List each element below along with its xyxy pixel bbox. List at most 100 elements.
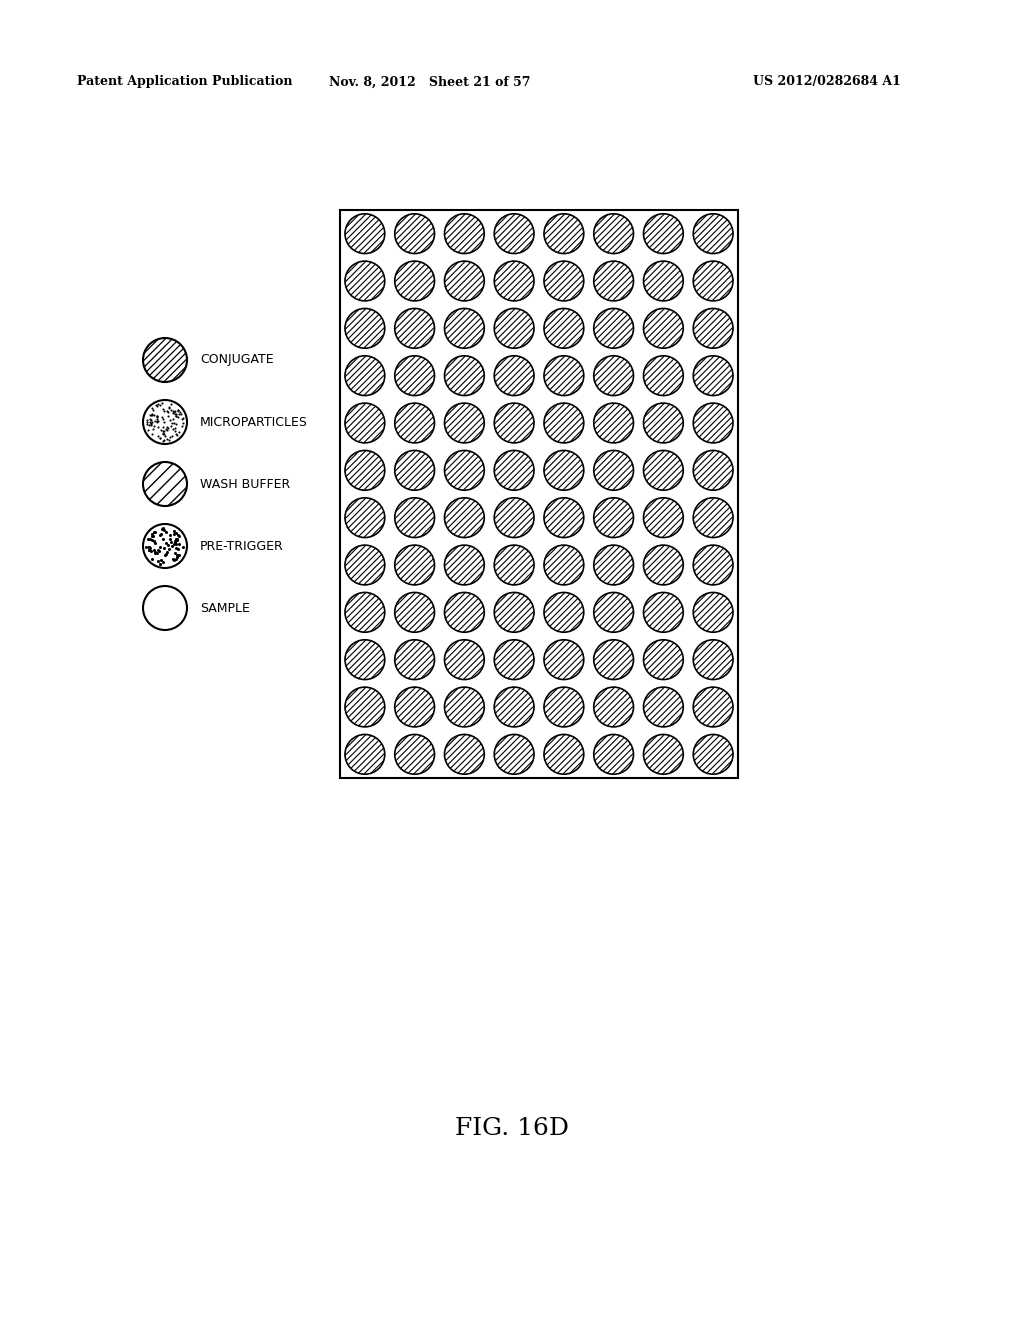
Circle shape	[394, 403, 434, 444]
Circle shape	[544, 545, 584, 585]
Text: US 2012/0282684 A1: US 2012/0282684 A1	[754, 75, 901, 88]
Circle shape	[643, 640, 683, 680]
Circle shape	[693, 356, 733, 396]
Circle shape	[345, 498, 385, 537]
Circle shape	[643, 498, 683, 537]
Circle shape	[693, 214, 733, 253]
Circle shape	[345, 545, 385, 585]
Circle shape	[345, 640, 385, 680]
Circle shape	[594, 214, 634, 253]
Circle shape	[394, 450, 434, 490]
Text: Patent Application Publication: Patent Application Publication	[77, 75, 292, 88]
Circle shape	[345, 214, 385, 253]
Circle shape	[495, 545, 534, 585]
Circle shape	[345, 309, 385, 348]
Circle shape	[594, 640, 634, 680]
Circle shape	[544, 261, 584, 301]
Circle shape	[444, 309, 484, 348]
Text: SAMPLE: SAMPLE	[200, 602, 250, 615]
Text: Nov. 8, 2012   Sheet 21 of 57: Nov. 8, 2012 Sheet 21 of 57	[330, 75, 530, 88]
Circle shape	[495, 498, 534, 537]
Text: CONJUGATE: CONJUGATE	[200, 354, 273, 367]
Circle shape	[693, 640, 733, 680]
Circle shape	[693, 688, 733, 727]
Circle shape	[544, 498, 584, 537]
Circle shape	[643, 593, 683, 632]
Circle shape	[544, 688, 584, 727]
Circle shape	[643, 309, 683, 348]
Circle shape	[444, 450, 484, 490]
Circle shape	[444, 545, 484, 585]
Bar	[340, 210, 738, 777]
Circle shape	[495, 309, 534, 348]
Circle shape	[643, 261, 683, 301]
Circle shape	[444, 214, 484, 253]
Circle shape	[345, 593, 385, 632]
Circle shape	[394, 309, 434, 348]
Circle shape	[143, 338, 187, 381]
Circle shape	[143, 462, 187, 506]
Circle shape	[345, 261, 385, 301]
Circle shape	[643, 356, 683, 396]
Circle shape	[394, 734, 434, 775]
Circle shape	[544, 356, 584, 396]
Circle shape	[594, 593, 634, 632]
Circle shape	[544, 734, 584, 775]
Circle shape	[643, 403, 683, 444]
Circle shape	[345, 688, 385, 727]
Circle shape	[495, 450, 534, 490]
Circle shape	[594, 261, 634, 301]
Circle shape	[495, 734, 534, 775]
Circle shape	[394, 688, 434, 727]
Circle shape	[643, 545, 683, 585]
Circle shape	[594, 403, 634, 444]
Circle shape	[143, 400, 187, 444]
Circle shape	[544, 640, 584, 680]
Circle shape	[394, 593, 434, 632]
Circle shape	[594, 309, 634, 348]
Text: PRE-TRIGGER: PRE-TRIGGER	[200, 540, 284, 553]
Circle shape	[495, 688, 534, 727]
Circle shape	[693, 545, 733, 585]
Circle shape	[444, 498, 484, 537]
Circle shape	[594, 450, 634, 490]
Circle shape	[544, 309, 584, 348]
Circle shape	[143, 524, 187, 568]
Circle shape	[643, 450, 683, 490]
Circle shape	[345, 356, 385, 396]
Circle shape	[544, 214, 584, 253]
Circle shape	[594, 498, 634, 537]
Circle shape	[544, 403, 584, 444]
Circle shape	[594, 356, 634, 396]
Circle shape	[444, 261, 484, 301]
Circle shape	[444, 734, 484, 775]
Circle shape	[444, 593, 484, 632]
Circle shape	[495, 214, 534, 253]
Circle shape	[693, 261, 733, 301]
Text: FIG. 16D: FIG. 16D	[455, 1117, 569, 1140]
Circle shape	[693, 593, 733, 632]
Circle shape	[544, 593, 584, 632]
Circle shape	[693, 403, 733, 444]
Circle shape	[594, 545, 634, 585]
Circle shape	[345, 450, 385, 490]
Circle shape	[495, 593, 534, 632]
Circle shape	[444, 356, 484, 396]
Circle shape	[594, 688, 634, 727]
Circle shape	[345, 403, 385, 444]
Circle shape	[444, 640, 484, 680]
Text: MICROPARTICLES: MICROPARTICLES	[200, 416, 308, 429]
Circle shape	[444, 688, 484, 727]
Circle shape	[693, 309, 733, 348]
Circle shape	[394, 498, 434, 537]
Circle shape	[495, 261, 534, 301]
Circle shape	[143, 586, 187, 630]
Circle shape	[394, 214, 434, 253]
Circle shape	[394, 640, 434, 680]
Circle shape	[394, 261, 434, 301]
Circle shape	[495, 403, 534, 444]
Circle shape	[345, 734, 385, 775]
Circle shape	[444, 403, 484, 444]
Circle shape	[495, 640, 534, 680]
Circle shape	[693, 498, 733, 537]
